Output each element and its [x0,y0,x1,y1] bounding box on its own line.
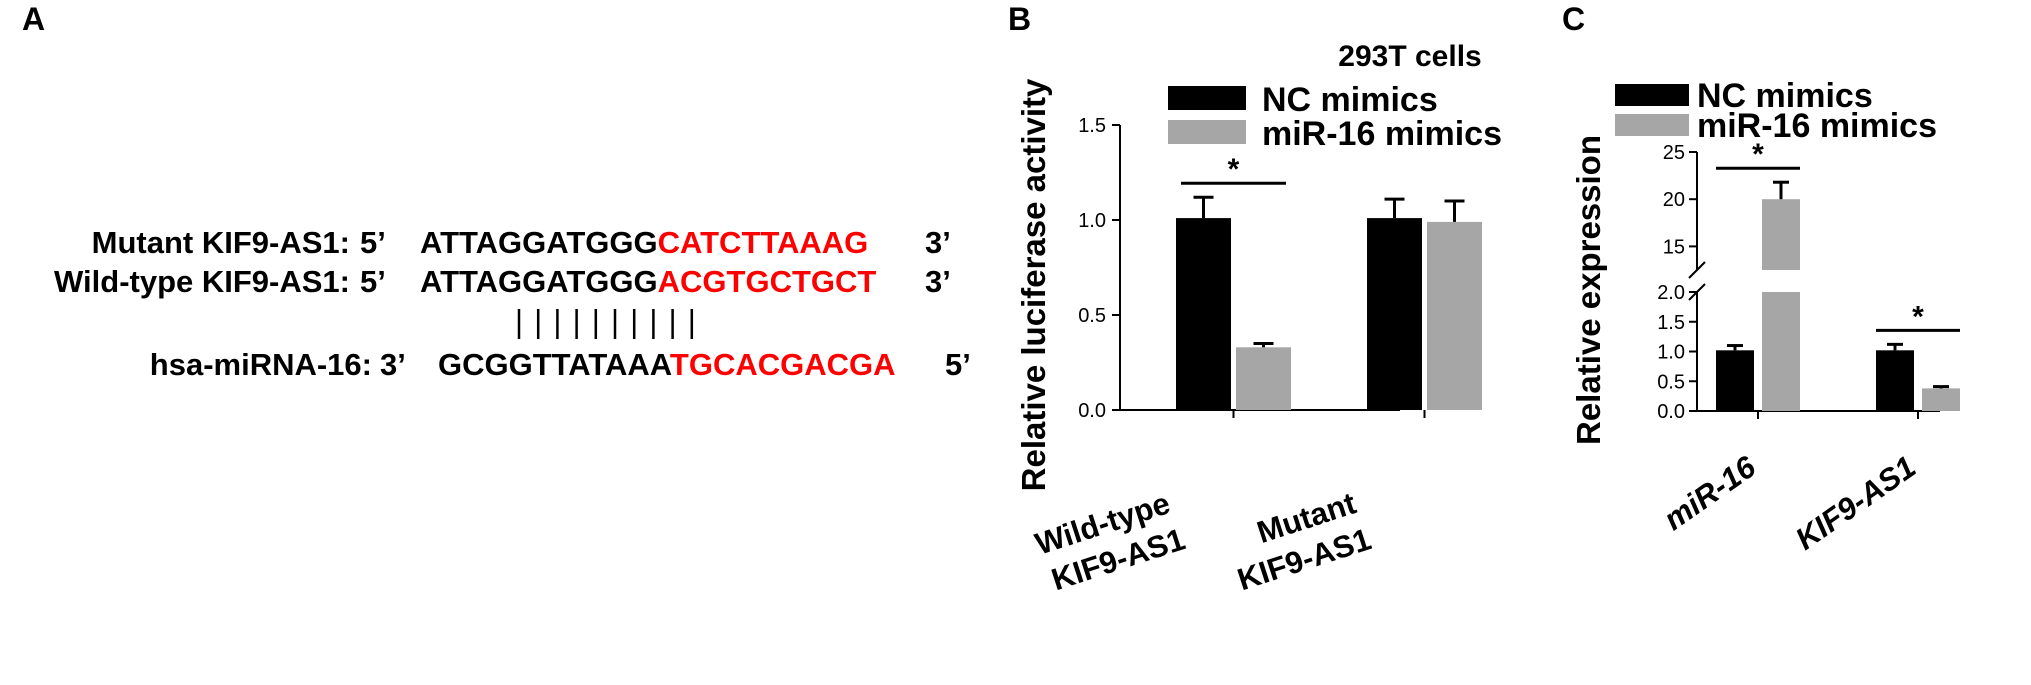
legend-swatch-mir16 [1168,120,1246,144]
panel-letter-b: B [1008,1,1031,37]
sequence-alignment: Mutant KIF9-AS1: 5’ ATTAGGATGGGCATCTTAAA… [54,225,971,382]
y-tick-label: 0.5 [1078,305,1106,327]
base-pairing-marks [517,309,694,339]
legend-label-nc: NC mimics [1262,81,1438,119]
bar [1716,350,1754,411]
bars: * [1176,153,1482,410]
sequence-end-5: 3’ [380,347,406,382]
bar-lower-segment [1762,292,1800,411]
axes: 0.0 0.5 1.0 1.5 [1078,115,1426,422]
y-tick-label: 15 [1663,236,1685,258]
y-tick-label: 0.5 [1657,371,1685,393]
significance-marker: * [1752,138,1764,171]
chart-relative-expression: NC mimics miR-16 mimics Relative express… [1570,77,1960,557]
y-tick-label: 2.0 [1657,282,1685,304]
axis-break-mark [1688,261,1706,279]
legend-label-mir16: miR-16 mimics [1697,107,1937,145]
y-tick-label: 1.0 [1078,210,1106,232]
bar-upper-segment [1762,199,1800,270]
sequence-bases: GCGGTTATAAATGCACGACGA [438,347,896,382]
bar [1367,218,1422,410]
bars: ** [1716,138,1960,411]
sequence-label: Mutant KIF9-AS1: [92,225,350,260]
significance-marker: * [1228,153,1240,186]
y-axis-label: Relative luciferase activity [1015,78,1052,491]
y-tick-label: 1.5 [1657,312,1685,334]
y-tick-label: 20 [1663,189,1685,211]
y-tick-label: 1.0 [1657,342,1685,364]
sequence-row-wild-type: Wild-type KIF9-AS1: 5’ ATTAGGATGGGACGTGC… [54,264,951,299]
bar [1176,218,1231,410]
y-tick-label: 25 [1663,142,1685,164]
sequence-label: hsa-miRNA-16: [150,347,372,382]
panel-letter-c: C [1562,1,1585,37]
legend-label-nc: NC mimics [1697,77,1873,115]
sequence-end-5: 5’ [360,225,386,260]
y-tick-label: 1.5 [1078,115,1106,137]
sequence-row-mirna: hsa-miRNA-16: 3’ GCGGTTATAAATGCACGACGA 5… [150,347,971,382]
x-tick-label-kif9-as1: KIF9-AS1 [1789,449,1922,557]
chart-luciferase: 293T cells NC mimics miR-16 mimics Relat… [1015,40,1502,597]
bar [1236,347,1291,410]
legend: NC mimics miR-16 mimics [1615,77,1937,145]
x-tick-label-mir16: miR-16 [1657,449,1762,537]
x-tick-label-wild-type: Wild-type KIF9-AS1 [1031,485,1189,597]
sequence-bases: ATTAGGATGGGCATCTTAAAG [420,225,868,260]
axes: 0.0 0.5 1.0 1.5 2.0 15 20 25 [1657,142,1940,423]
sequence-end-3: 3’ [925,264,951,299]
sequence-end-5: 5’ [360,264,386,299]
y-axis-label: Relative expression [1570,135,1607,445]
bar [1876,350,1914,411]
y-tick-label: 0.0 [1078,400,1106,422]
chart-title: 293T cells [1338,40,1481,73]
legend-swatch-nc [1615,84,1689,106]
significance-marker: * [1912,300,1924,333]
legend: NC mimics miR-16 mimics [1168,81,1502,153]
legend-label-mir16: miR-16 mimics [1262,115,1502,153]
bar [1427,221,1482,410]
sequence-bases: ATTAGGATGGGACGTGCTGCT [420,264,876,299]
legend-swatch-mir16 [1615,114,1689,136]
panel-letter-a: A [22,1,45,37]
sequence-label: Wild-type KIF9-AS1: [54,264,350,299]
x-tick-label-mutant: Mutant KIF9-AS1 [1233,485,1375,597]
legend-swatch-nc [1168,86,1246,110]
y-tick-label: 0.0 [1657,401,1685,423]
sequence-row-mutant: Mutant KIF9-AS1: 5’ ATTAGGATGGGCATCTTAAA… [92,225,951,260]
sequence-end-3: 5’ [945,347,971,382]
bar [1922,388,1960,411]
sequence-end-3: 3’ [925,225,951,260]
